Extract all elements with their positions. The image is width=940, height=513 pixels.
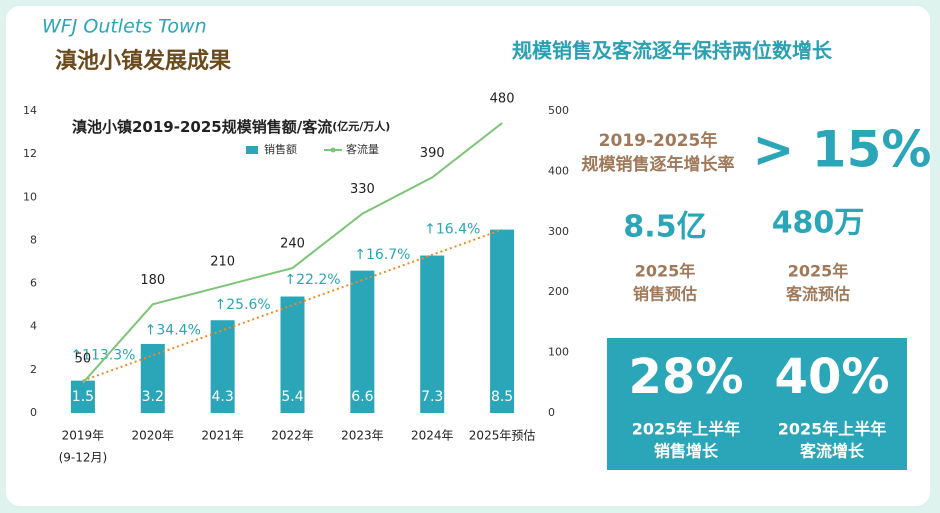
stat-label: 客流增长	[800, 442, 865, 461]
y2-tick-label: 200	[548, 285, 569, 298]
y2-tick-label: 400	[548, 164, 569, 177]
stat-label: 规模销售逐年增长率	[582, 154, 735, 175]
bar	[140, 343, 165, 413]
stat-value: 28%	[629, 349, 744, 405]
line-label: 180	[140, 273, 165, 288]
x-tick-label: 2022年	[271, 429, 314, 443]
line-label: 50	[75, 351, 92, 366]
stat-value: 40%	[775, 349, 890, 405]
stat-label: 销售预估	[633, 285, 697, 304]
bar-label: 3.2	[142, 389, 164, 405]
stat-value: > 15%	[753, 121, 932, 179]
bar-label: 5.4	[281, 389, 303, 405]
bar-label: 8.5	[491, 389, 513, 405]
x-tick-note: (9-12月)	[59, 451, 108, 465]
x-tick-label: 2021年	[201, 429, 244, 443]
y-tick-label: 10	[23, 190, 37, 203]
x-tick-label: 2020年	[132, 429, 175, 443]
growth-label: ↑34.4%	[145, 322, 201, 338]
y2-tick-label: 500	[548, 104, 569, 117]
bar-label: 6.6	[351, 389, 373, 405]
highlight-box	[607, 338, 907, 470]
stat-label: 2025年上半年	[778, 420, 887, 439]
x-tick-label: 2023年	[341, 429, 384, 443]
line-label: 330	[350, 182, 375, 197]
bar	[280, 296, 305, 413]
chart-title-unit: (亿元/万人)	[332, 119, 390, 133]
bar	[420, 255, 445, 413]
stat-value: 8.5亿	[623, 210, 706, 245]
growth-label: ↑16.7%	[354, 247, 410, 263]
bar	[70, 380, 95, 413]
line	[82, 122, 503, 384]
legend-label: 客流量	[346, 142, 379, 156]
y-tick-label: 4	[30, 320, 37, 333]
growth-label: ↑22.2%	[284, 272, 340, 288]
growth-label: ↑113.3%	[70, 347, 135, 363]
growth-label: ↑25.6%	[215, 297, 271, 313]
trend-line	[82, 228, 503, 382]
stat-label: 客流预估	[786, 285, 850, 304]
legend-swatch	[246, 146, 258, 154]
stat-label: 2019-2025年	[599, 130, 718, 151]
headline: 规模销售及客流逐年保持两位数增长	[512, 39, 833, 63]
y-tick-label: 6	[30, 277, 37, 290]
stat-label: 2025年上半年	[632, 420, 741, 439]
bar	[210, 320, 235, 413]
y2-tick-label: 0	[548, 406, 555, 419]
page-title: 滇池小镇发展成果	[55, 48, 231, 74]
stat-label: 2025年	[635, 262, 696, 281]
bar	[350, 270, 375, 413]
stat-label: 2025年	[788, 262, 849, 281]
chart-title-main: 滇池小镇2019-2025规模销售额/客流	[72, 118, 332, 136]
legend-swatch	[330, 147, 336, 153]
y-tick-label: 0	[30, 406, 37, 419]
legend-label: 销售额	[264, 142, 297, 156]
chart: 0 2 4 6 8 10 12 14 0 100 200 300 400 500 1.5 2019年 (9-12…	[23, 92, 569, 465]
growth-label: ↑16.4%	[424, 222, 480, 238]
bar	[490, 229, 515, 413]
line-label: 480	[490, 92, 515, 107]
chart-title: 滇池小镇2019-2025规模销售额/客流(亿元/万人)	[72, 118, 390, 136]
line-label: 210	[210, 255, 235, 270]
stat-value: 480万	[772, 206, 865, 241]
y-tick-label: 2	[30, 363, 37, 376]
y-tick-label: 14	[23, 104, 37, 117]
y-tick-label: 8	[30, 233, 37, 246]
brand: WFJ Outlets Town	[42, 16, 207, 38]
y-tick-label: 12	[23, 147, 37, 160]
line-label: 240	[280, 237, 305, 252]
line-label: 390	[420, 146, 445, 161]
y2-tick-label: 300	[548, 225, 569, 238]
x-tick-label: 2024年	[411, 429, 454, 443]
bar-label: 4.3	[212, 389, 234, 405]
x-tick-label: 2019年	[62, 429, 105, 443]
x-tick-label: 2025年预估	[469, 429, 536, 443]
bar-label: 1.5	[72, 389, 94, 405]
stat-label: 销售增长	[654, 442, 719, 461]
bar-label: 7.3	[421, 389, 443, 405]
y2-tick-label: 100	[548, 346, 569, 359]
